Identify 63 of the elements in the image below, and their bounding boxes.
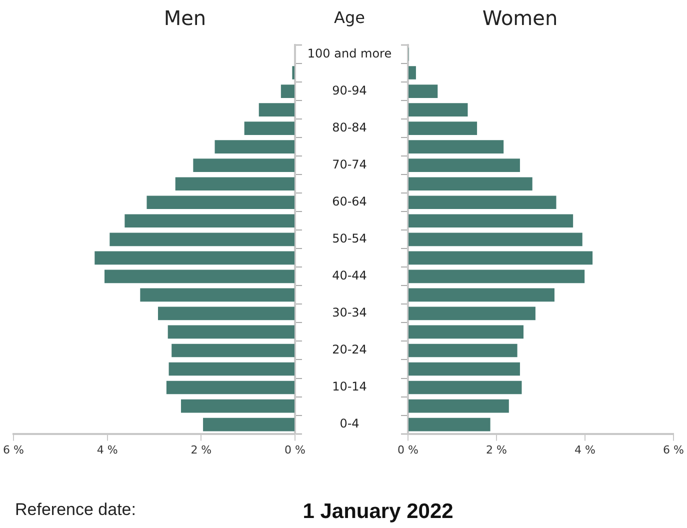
bar <box>408 399 509 413</box>
bar <box>408 306 536 320</box>
bar <box>280 84 294 98</box>
bar <box>408 158 520 172</box>
bar <box>214 140 294 154</box>
bar <box>172 344 294 358</box>
chart-title: Women <box>482 6 558 30</box>
bar <box>104 270 294 284</box>
y-tick-label: 60-64 <box>332 194 367 208</box>
x-tick-label: 0 % <box>398 443 418 456</box>
bar <box>158 306 294 320</box>
bar <box>408 270 585 284</box>
bar <box>408 122 478 135</box>
bar <box>408 344 518 358</box>
bar <box>140 288 294 302</box>
bar <box>203 418 294 432</box>
x-tick-label: 6 % <box>663 443 684 456</box>
x-tick-label: 2 % <box>486 443 507 456</box>
y-tick-label: 90-94 <box>332 83 367 98</box>
bar <box>408 325 524 339</box>
bar <box>408 288 554 302</box>
bar <box>193 158 294 172</box>
y-tick-label: 40-44 <box>332 268 367 283</box>
bar <box>408 177 532 191</box>
y-tick-label: 50-54 <box>332 232 367 246</box>
y-tick-label: 20-24 <box>332 342 367 357</box>
text: Reference date: <box>15 500 136 520</box>
bar <box>408 140 504 154</box>
bar <box>146 196 294 210</box>
bar <box>168 362 294 376</box>
x-tick-label: 2 % <box>190 443 212 456</box>
bar <box>244 122 294 135</box>
y-tick-label: 100 and more <box>307 46 392 60</box>
bar <box>408 214 574 228</box>
x-tick-label: 4 % <box>96 443 118 456</box>
x-tick-label: 6 % <box>2 443 24 456</box>
x-tick-label: 0 % <box>284 443 306 456</box>
bar <box>124 214 294 228</box>
bar <box>180 399 294 413</box>
bar <box>408 418 490 432</box>
bar <box>166 380 294 394</box>
bar <box>175 177 294 191</box>
bar <box>110 232 294 246</box>
bar <box>408 84 438 98</box>
bar <box>408 232 582 246</box>
bar <box>408 196 556 210</box>
x-tick-label: 4 % <box>574 443 596 456</box>
bar <box>408 66 416 80</box>
bar <box>408 251 593 265</box>
bar <box>408 103 468 116</box>
bar <box>168 325 294 339</box>
y-axis-title: Age <box>334 8 365 27</box>
y-tick-label: 30-34 <box>332 306 367 320</box>
chart-title: Men <box>164 6 206 30</box>
bar <box>258 103 294 116</box>
y-tick-label: 70-74 <box>332 157 367 172</box>
bar <box>94 251 294 265</box>
text: 1 January 2022 <box>302 500 454 524</box>
bar <box>408 362 520 376</box>
y-tick-label: 80-84 <box>332 120 367 134</box>
bar <box>408 380 522 394</box>
y-tick-label: 0-4 <box>340 416 360 431</box>
y-tick-label: 10-14 <box>332 380 367 394</box>
